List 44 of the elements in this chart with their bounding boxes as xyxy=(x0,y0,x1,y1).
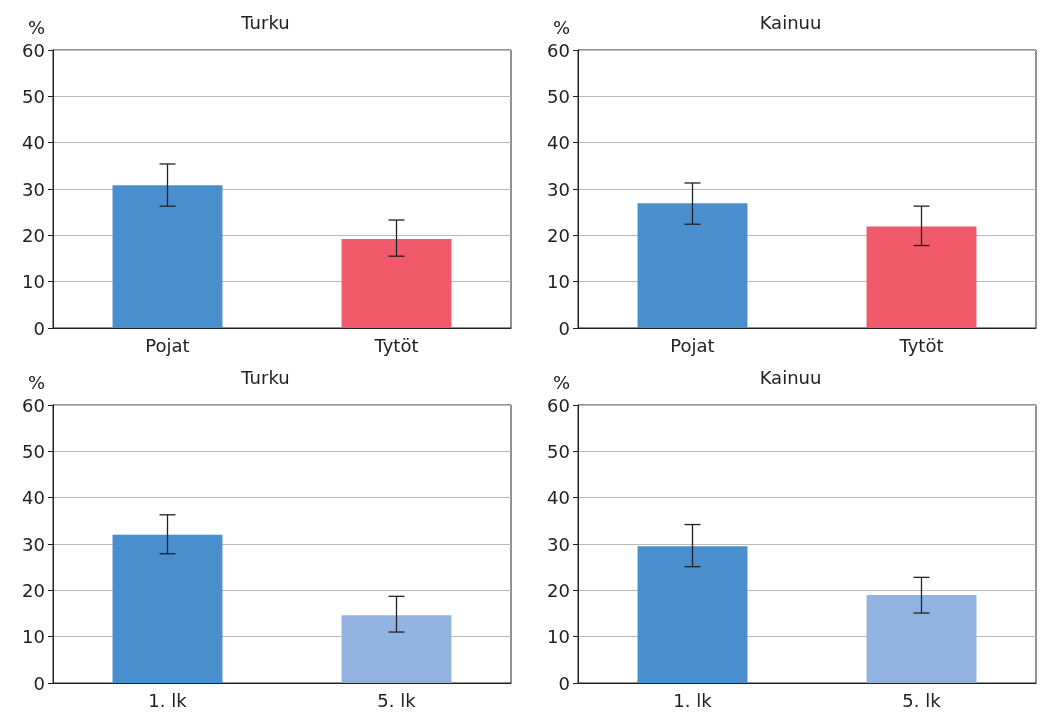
y-tick-label: 50 xyxy=(547,440,570,462)
chart-title: Turku xyxy=(240,11,290,33)
y-tick-label: 40 xyxy=(547,487,570,509)
y-tick-label: 30 xyxy=(22,178,45,200)
y-tick-label: 60 xyxy=(22,39,45,61)
y-tick-label: 20 xyxy=(547,224,570,246)
y-axis-title: % xyxy=(27,371,45,393)
y-tick-label: 10 xyxy=(547,626,570,648)
x-tick-label: 1. lk xyxy=(148,689,188,711)
y-tick-label: 0 xyxy=(558,317,570,339)
y-tick-label: 0 xyxy=(33,672,45,694)
y-tick-label: 10 xyxy=(547,271,570,293)
x-tick-label: Tytöt xyxy=(373,334,419,356)
y-tick-label: 40 xyxy=(22,487,45,509)
y-tick-label: 60 xyxy=(547,394,570,416)
x-tick-label: 5. lk xyxy=(902,689,942,711)
y-tick-label: 0 xyxy=(33,317,45,339)
chart-title: Turku xyxy=(240,366,290,388)
y-axis-title: % xyxy=(552,16,570,38)
y-tick-label: 40 xyxy=(547,132,570,154)
x-tick-label: 5. lk xyxy=(377,689,417,711)
x-tick-label: Pojat xyxy=(145,334,190,356)
y-tick-label: 60 xyxy=(547,39,570,61)
x-tick-label: Tytöt xyxy=(898,334,944,356)
y-tick-label: 30 xyxy=(22,533,45,555)
x-tick-label: Pojat xyxy=(670,334,715,356)
y-tick-label: 50 xyxy=(22,440,45,462)
y-tick-label: 0 xyxy=(558,672,570,694)
y-tick-label: 40 xyxy=(22,132,45,154)
y-tick-label: 20 xyxy=(22,224,45,246)
x-tick-label: 1. lk xyxy=(673,689,713,711)
chart-title: Kainuu xyxy=(759,366,822,388)
y-tick-label: 10 xyxy=(22,626,45,648)
y-tick-label: 10 xyxy=(22,271,45,293)
y-tick-label: 50 xyxy=(22,85,45,107)
y-tick-label: 20 xyxy=(22,579,45,601)
y-tick-label: 50 xyxy=(547,85,570,107)
y-tick-label: 60 xyxy=(22,394,45,416)
chart-title: Kainuu xyxy=(759,11,822,33)
y-axis-title: % xyxy=(27,16,45,38)
y-tick-label: 30 xyxy=(547,178,570,200)
y-axis-title: % xyxy=(552,371,570,393)
y-tick-label: 30 xyxy=(547,533,570,555)
y-tick-label: 20 xyxy=(547,579,570,601)
